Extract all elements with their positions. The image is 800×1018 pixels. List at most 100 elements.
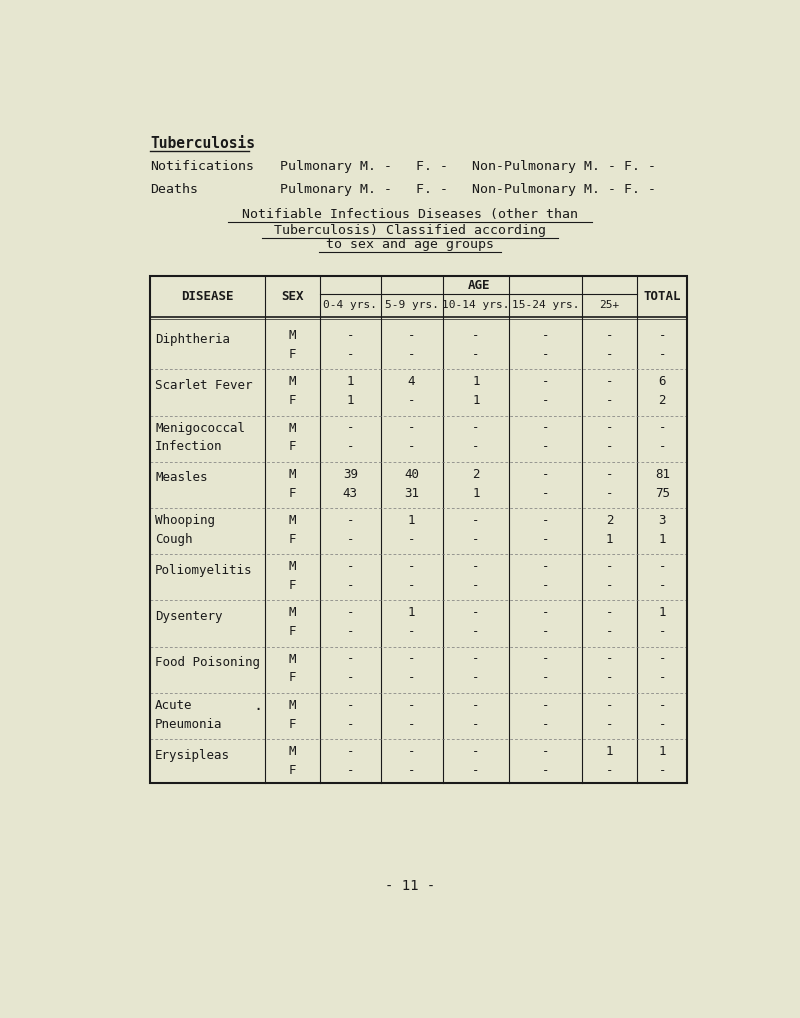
- Text: -: -: [658, 698, 666, 712]
- Text: F: F: [289, 625, 296, 638]
- Text: -: -: [472, 764, 480, 777]
- Text: 6: 6: [658, 376, 666, 388]
- Text: -: -: [658, 421, 666, 435]
- Text: M: M: [289, 653, 296, 666]
- Text: -: -: [606, 625, 614, 638]
- Bar: [150, 276, 687, 783]
- Text: Poliomyelitis: Poliomyelitis: [155, 564, 253, 577]
- Text: SEX: SEX: [282, 290, 304, 303]
- Text: -: -: [542, 560, 550, 573]
- Text: -: -: [472, 441, 480, 453]
- Text: -: -: [542, 718, 550, 731]
- Text: 0-4 yrs.: 0-4 yrs.: [323, 300, 378, 310]
- Text: 1: 1: [658, 532, 666, 546]
- Text: 1: 1: [472, 394, 480, 407]
- Text: -: -: [346, 348, 354, 361]
- Text: -: -: [408, 698, 415, 712]
- Text: 40: 40: [404, 467, 419, 480]
- Text: -: -: [542, 745, 550, 758]
- Text: .: .: [254, 697, 262, 713]
- Text: F: F: [289, 487, 296, 500]
- Text: -: -: [658, 329, 666, 342]
- Text: -: -: [606, 394, 614, 407]
- Text: -: -: [346, 514, 354, 527]
- Text: Cough: Cough: [155, 532, 193, 546]
- Text: -: -: [346, 718, 354, 731]
- Text: Infection: Infection: [155, 441, 222, 453]
- Text: -: -: [542, 607, 550, 619]
- Text: F: F: [289, 441, 296, 453]
- Text: -: -: [606, 560, 614, 573]
- Text: Tuberculosis) Classified according: Tuberculosis) Classified according: [274, 224, 546, 237]
- Text: -: -: [542, 467, 550, 480]
- Text: 1: 1: [346, 376, 354, 388]
- Text: F: F: [289, 579, 296, 592]
- Text: 2: 2: [606, 514, 614, 527]
- Text: -: -: [606, 348, 614, 361]
- Text: 1: 1: [658, 607, 666, 619]
- Text: -: -: [346, 441, 354, 453]
- Text: 1: 1: [658, 745, 666, 758]
- Text: -: -: [346, 421, 354, 435]
- Text: F: F: [289, 718, 296, 731]
- Text: -: -: [408, 672, 415, 684]
- Text: -: -: [606, 421, 614, 435]
- Text: -: -: [472, 579, 480, 592]
- Text: -: -: [472, 607, 480, 619]
- Text: M: M: [289, 376, 296, 388]
- Text: M: M: [289, 560, 296, 573]
- Text: -: -: [408, 625, 415, 638]
- Text: -: -: [606, 672, 614, 684]
- Text: -: -: [542, 376, 550, 388]
- Text: -: -: [408, 653, 415, 666]
- Text: M: M: [289, 467, 296, 480]
- Text: -: -: [658, 441, 666, 453]
- Text: -: -: [408, 745, 415, 758]
- Text: Menigococcal: Menigococcal: [155, 421, 245, 435]
- Text: -: -: [346, 329, 354, 342]
- Text: -: -: [606, 653, 614, 666]
- Text: -: -: [472, 532, 480, 546]
- Text: -: -: [542, 514, 550, 527]
- Text: -: -: [606, 764, 614, 777]
- Text: -: -: [472, 653, 480, 666]
- Text: Pulmonary M. -   F. -   Non-Pulmonary M. - F. -: Pulmonary M. - F. - Non-Pulmonary M. - F…: [280, 183, 656, 196]
- Text: Pneumonia: Pneumonia: [155, 718, 222, 731]
- Text: -: -: [542, 764, 550, 777]
- Text: 43: 43: [343, 487, 358, 500]
- Text: 5-9 yrs.: 5-9 yrs.: [385, 300, 438, 310]
- Text: -: -: [408, 348, 415, 361]
- Text: TOTAL: TOTAL: [643, 290, 681, 303]
- Text: -: -: [658, 764, 666, 777]
- Text: -: -: [472, 625, 480, 638]
- Text: -: -: [408, 394, 415, 407]
- Text: Deaths: Deaths: [150, 183, 198, 196]
- Text: -: -: [606, 441, 614, 453]
- Text: -: -: [472, 348, 480, 361]
- Text: -: -: [542, 625, 550, 638]
- Text: -: -: [346, 745, 354, 758]
- Text: -: -: [542, 653, 550, 666]
- Text: 1: 1: [606, 532, 614, 546]
- Text: Acute: Acute: [155, 698, 193, 712]
- Text: M: M: [289, 607, 296, 619]
- Text: -: -: [606, 487, 614, 500]
- Text: Dysentery: Dysentery: [155, 610, 222, 623]
- Text: -: -: [408, 579, 415, 592]
- Text: Food Poisoning: Food Poisoning: [155, 657, 260, 669]
- Text: M: M: [289, 514, 296, 527]
- Text: Whooping: Whooping: [155, 514, 215, 527]
- Text: -: -: [346, 579, 354, 592]
- Text: -: -: [542, 348, 550, 361]
- Text: 1: 1: [472, 487, 480, 500]
- Text: -: -: [606, 329, 614, 342]
- Text: -: -: [346, 560, 354, 573]
- Text: -: -: [542, 421, 550, 435]
- Text: -: -: [346, 653, 354, 666]
- Text: Erysipleas: Erysipleas: [155, 748, 230, 761]
- Text: -: -: [658, 653, 666, 666]
- Text: Measles: Measles: [155, 471, 207, 485]
- Text: -: -: [472, 514, 480, 527]
- Text: -: -: [472, 698, 480, 712]
- Text: M: M: [289, 745, 296, 758]
